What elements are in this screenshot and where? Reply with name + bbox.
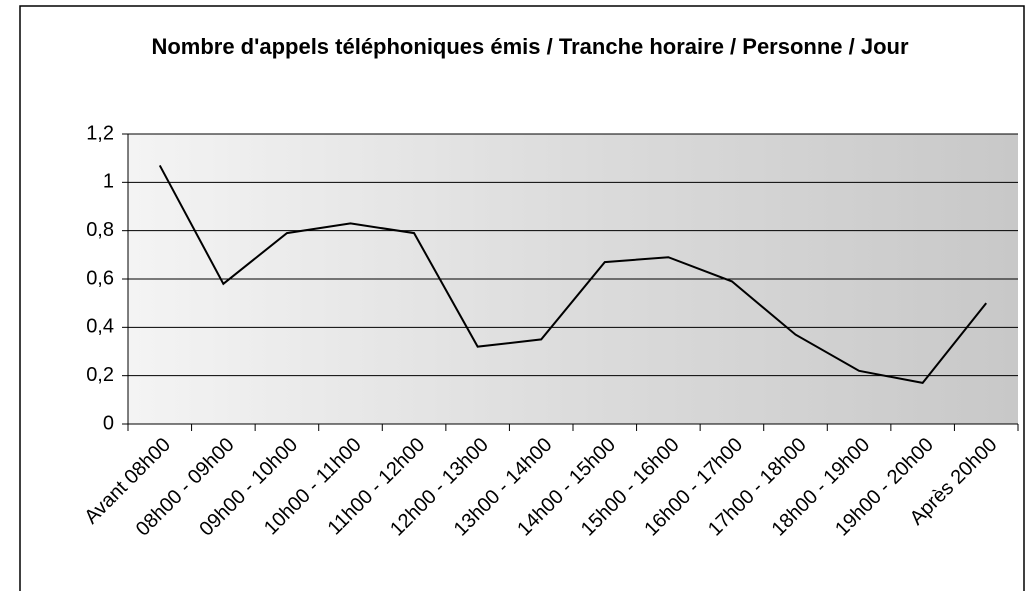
y-tick-label: 0 (103, 412, 114, 434)
y-tick-label: 1,2 (86, 122, 114, 144)
chart-title: Nombre d'appels téléphoniques émis / Tra… (151, 34, 909, 59)
y-tick-label: 0,2 (86, 364, 114, 386)
line (158, 164, 987, 385)
chart-border (19, 5, 1025, 591)
y-tick-label: 0,8 (86, 219, 114, 241)
y-tick-label: 1 (103, 171, 114, 193)
y-tick-label: 0,4 (86, 316, 114, 338)
y-tick-label: 0,6 (86, 267, 114, 289)
